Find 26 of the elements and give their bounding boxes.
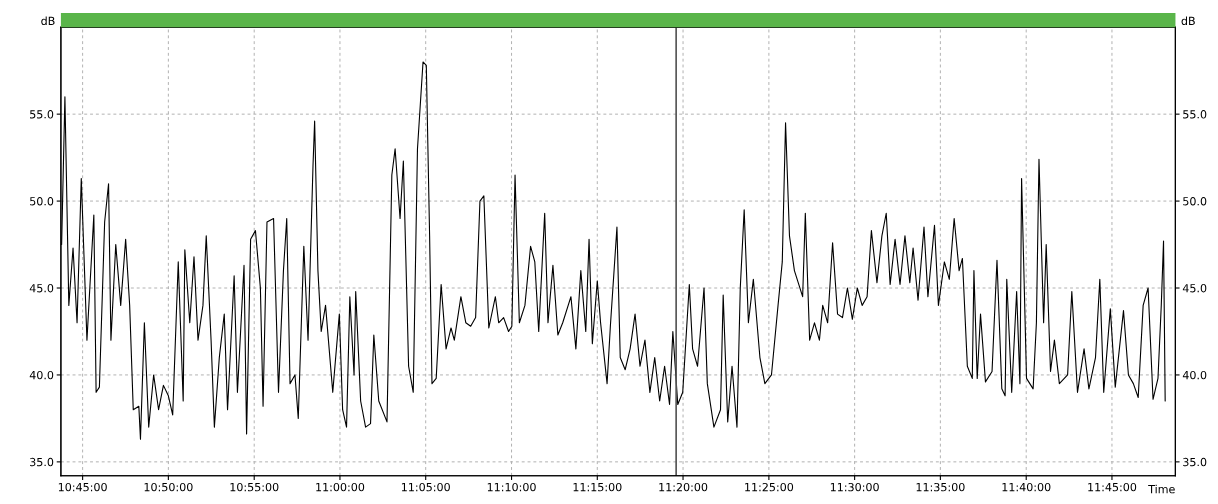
x-tick-label: 11:05:00 <box>401 482 450 492</box>
x-axis-title: Time <box>1148 484 1175 494</box>
x-tick-label: 11:40:00 <box>1002 482 1051 492</box>
y-tick-label: 40.0 <box>29 370 54 380</box>
y-tick-label: 50.0 <box>30 197 54 206</box>
x-tick-label: 10:50:00 <box>144 482 193 492</box>
y-tick-label: 35.0 <box>30 457 54 467</box>
x-tick-label: 11:00:00 <box>316 482 365 492</box>
x-tick-label: 11:30:00 <box>830 482 879 492</box>
y2-tick-label: 50.0 <box>1183 197 1207 206</box>
y2-axis-title: dB <box>1181 16 1195 26</box>
y2-tick-label: 35.0 <box>1183 457 1207 467</box>
y2-tick-label: 40.0 <box>1182 370 1207 380</box>
x-tick-label: 11:35:00 <box>916 482 965 492</box>
y2-tick-label: 55.0 <box>1183 110 1207 119</box>
x-tick-label: 11:25:00 <box>745 482 794 492</box>
x-tick-label: 11:45:00 <box>1088 482 1137 492</box>
x-tick-label: 11:15:00 <box>573 482 622 492</box>
x-tick-label: 10:45:00 <box>58 482 107 492</box>
y-tick-label: 45.0 <box>29 283 54 293</box>
y-tick-label: 55.0 <box>30 110 54 119</box>
y2-tick-label: 45.0 <box>1182 283 1207 293</box>
x-tick-label: 10:55:00 <box>230 482 279 492</box>
x-tick-label: 11:10:00 <box>487 482 536 492</box>
x-tick-label: 11:20:00 <box>659 482 708 492</box>
y-axis-title: dB <box>41 16 55 26</box>
